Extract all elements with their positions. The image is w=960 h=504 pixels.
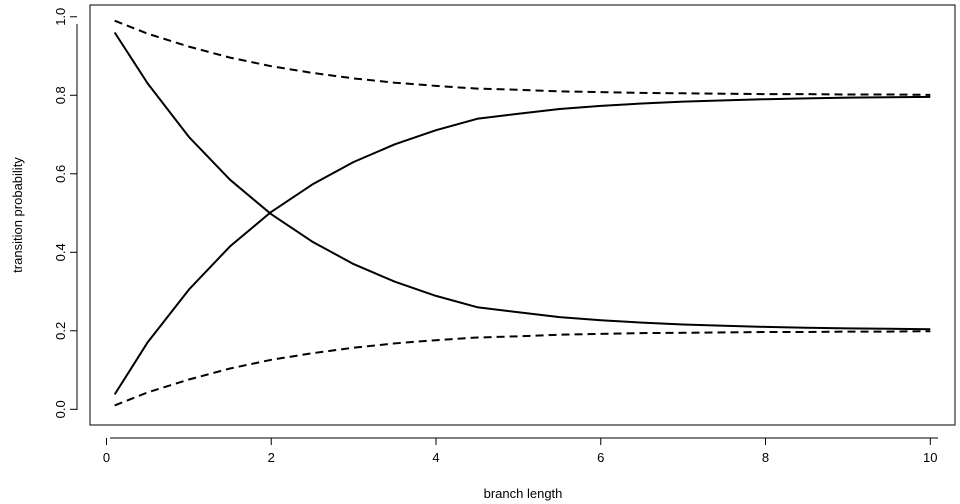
series-line-3-dashed <box>114 19 931 96</box>
y-tick-label: 1.0 <box>53 8 68 26</box>
x-axis-ticks: 0 2 4 6 8 10 <box>103 438 938 465</box>
y-tick-label: 0.6 <box>53 165 68 183</box>
y-tick-label: 0.0 <box>53 400 68 418</box>
series-line-4-dashed <box>114 330 931 407</box>
y-axis-ticks: 0.0 0.2 0.4 0.6 0.8 1.0 <box>53 8 77 418</box>
series-line-2-solid <box>113 95 931 395</box>
x-tick-label: 4 <box>432 450 439 465</box>
x-tick-label: 8 <box>762 450 769 465</box>
y-axis-label: transition probability <box>10 157 25 273</box>
y-tick-label: 0.4 <box>53 243 68 261</box>
y-tick-label: 0.8 <box>53 86 68 104</box>
series-line-1-solid <box>113 31 931 331</box>
x-tick-label: 0 <box>103 450 110 465</box>
x-tick-label: 2 <box>268 450 275 465</box>
x-axis-label: branch length <box>484 486 563 501</box>
series-layer <box>113 19 931 407</box>
plot-frame <box>89 4 956 426</box>
x-tick-label: 6 <box>597 450 604 465</box>
x-tick-label: 10 <box>923 450 937 465</box>
y-tick-label: 0.2 <box>53 322 68 340</box>
